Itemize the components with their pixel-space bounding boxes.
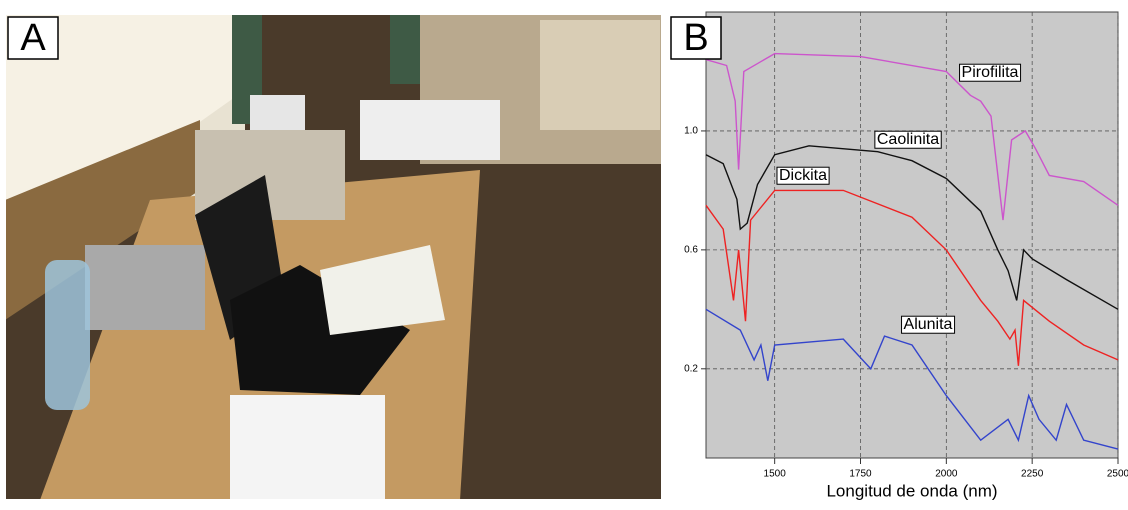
panel-label: A — [20, 17, 46, 59]
x-tick-label: 1500 — [764, 469, 787, 480]
spectrum-line — [705, 308, 1119, 450]
plot: 1500 1750 2000 2250 2500 0.2 0.6 1.0 Pirofilita C… — [684, 12, 1128, 480]
spectrum-line — [705, 145, 1119, 310]
series-label: Alunita — [901, 315, 956, 334]
panel-label: B — [683, 17, 708, 59]
series-label-box — [959, 63, 1022, 82]
series-label-text: Alunita — [904, 316, 953, 333]
plot-area — [705, 11, 1119, 459]
x-tick-label: 2000 — [935, 469, 958, 480]
series-label: Dickita — [776, 166, 830, 185]
series-label-box — [776, 166, 830, 185]
series-label-text: Dickita — [779, 167, 827, 184]
x-tick-label: 1750 — [849, 469, 872, 480]
panel-label-box — [670, 16, 722, 60]
y-tick-label: 0.2 — [684, 363, 698, 374]
y-tick-label: 1.0 — [684, 126, 698, 137]
series-label: Pirofilita — [959, 63, 1022, 82]
spectrum-line — [705, 189, 1119, 366]
y-tick-label: 0.6 — [684, 245, 698, 256]
photo — [4, 13, 663, 501]
x-tick-label: 2250 — [1021, 469, 1044, 480]
series-label-text: Pirofilita — [962, 64, 1019, 81]
series-label: Caolinita — [874, 130, 942, 149]
series-label-text: Caolinita — [877, 131, 939, 148]
x-axis-label: Longitud de onda (nm) — [826, 481, 997, 500]
spectrum-line — [705, 52, 1119, 221]
series-label-box — [901, 315, 956, 334]
series-label-box — [874, 130, 942, 149]
x-tick-label: 2500 — [1107, 469, 1128, 480]
